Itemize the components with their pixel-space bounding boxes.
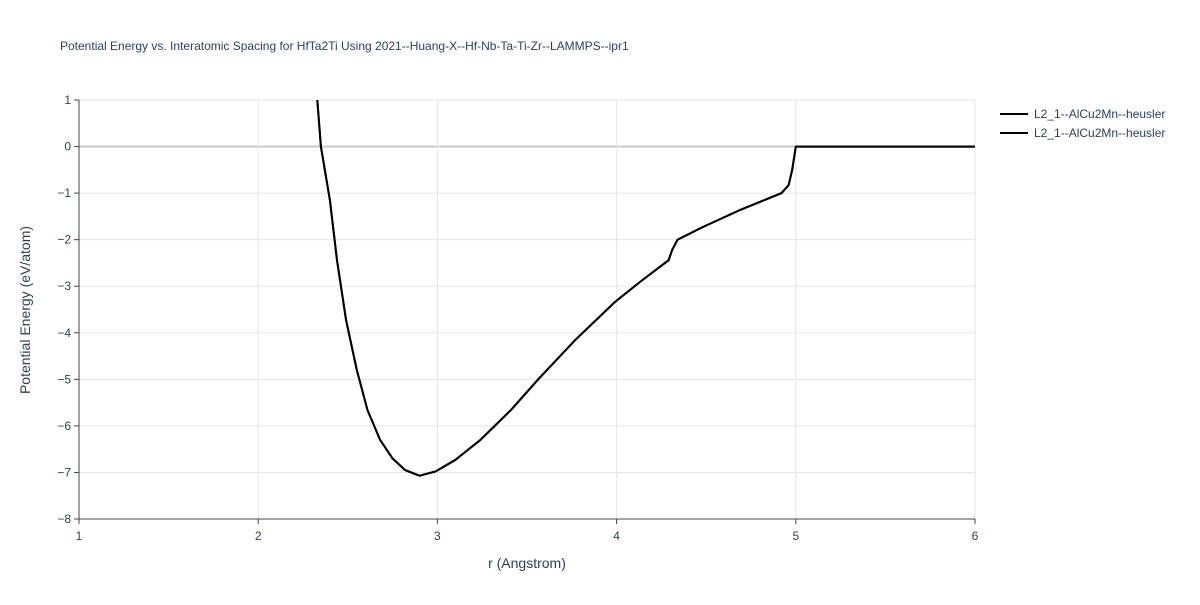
y-tick-label: −7 [57, 465, 71, 479]
y-tick-label: −2 [57, 233, 71, 247]
y-tick-label: −3 [57, 279, 71, 293]
y-tick-label: −8 [57, 512, 71, 526]
x-tick-label: 1 [76, 529, 83, 543]
y-tick-label: 1 [64, 93, 71, 107]
chart-title: Potential Energy vs. Interatomic Spacing… [60, 39, 629, 53]
x-tick-label: 4 [613, 529, 620, 543]
axes: 1 0 −1 −2 −3 −4 −5 −6 −7 −8 1 2 3 4 5 6 [57, 93, 978, 543]
x-tick-label: 3 [434, 529, 441, 543]
y-tick-label: −4 [57, 326, 71, 340]
legend-label: L2_1--AlCu2Mn--heusler [1034, 126, 1165, 140]
grid [78, 99, 976, 520]
y-tick-label: 0 [64, 140, 71, 154]
plot-area [316, 99, 975, 477]
legend: L2_1--AlCu2Mn--heusler L2_1--AlCu2Mn--heu… [1000, 107, 1165, 140]
y-tick-label: −6 [57, 419, 71, 433]
y-axis-label: Potential Energy (eV/atom) [17, 226, 33, 394]
x-tick-label: 6 [972, 529, 979, 543]
y-tick-label: −1 [57, 186, 71, 200]
legend-label: L2_1--AlCu2Mn--heusler [1034, 107, 1165, 121]
x-tick-label: 5 [792, 529, 799, 543]
x-axis-label: r (Angstrom) [488, 555, 566, 571]
series-line [316, 99, 975, 477]
series-line [316, 99, 975, 477]
y-tick-label: −5 [57, 372, 71, 386]
x-tick-label: 2 [255, 529, 262, 543]
